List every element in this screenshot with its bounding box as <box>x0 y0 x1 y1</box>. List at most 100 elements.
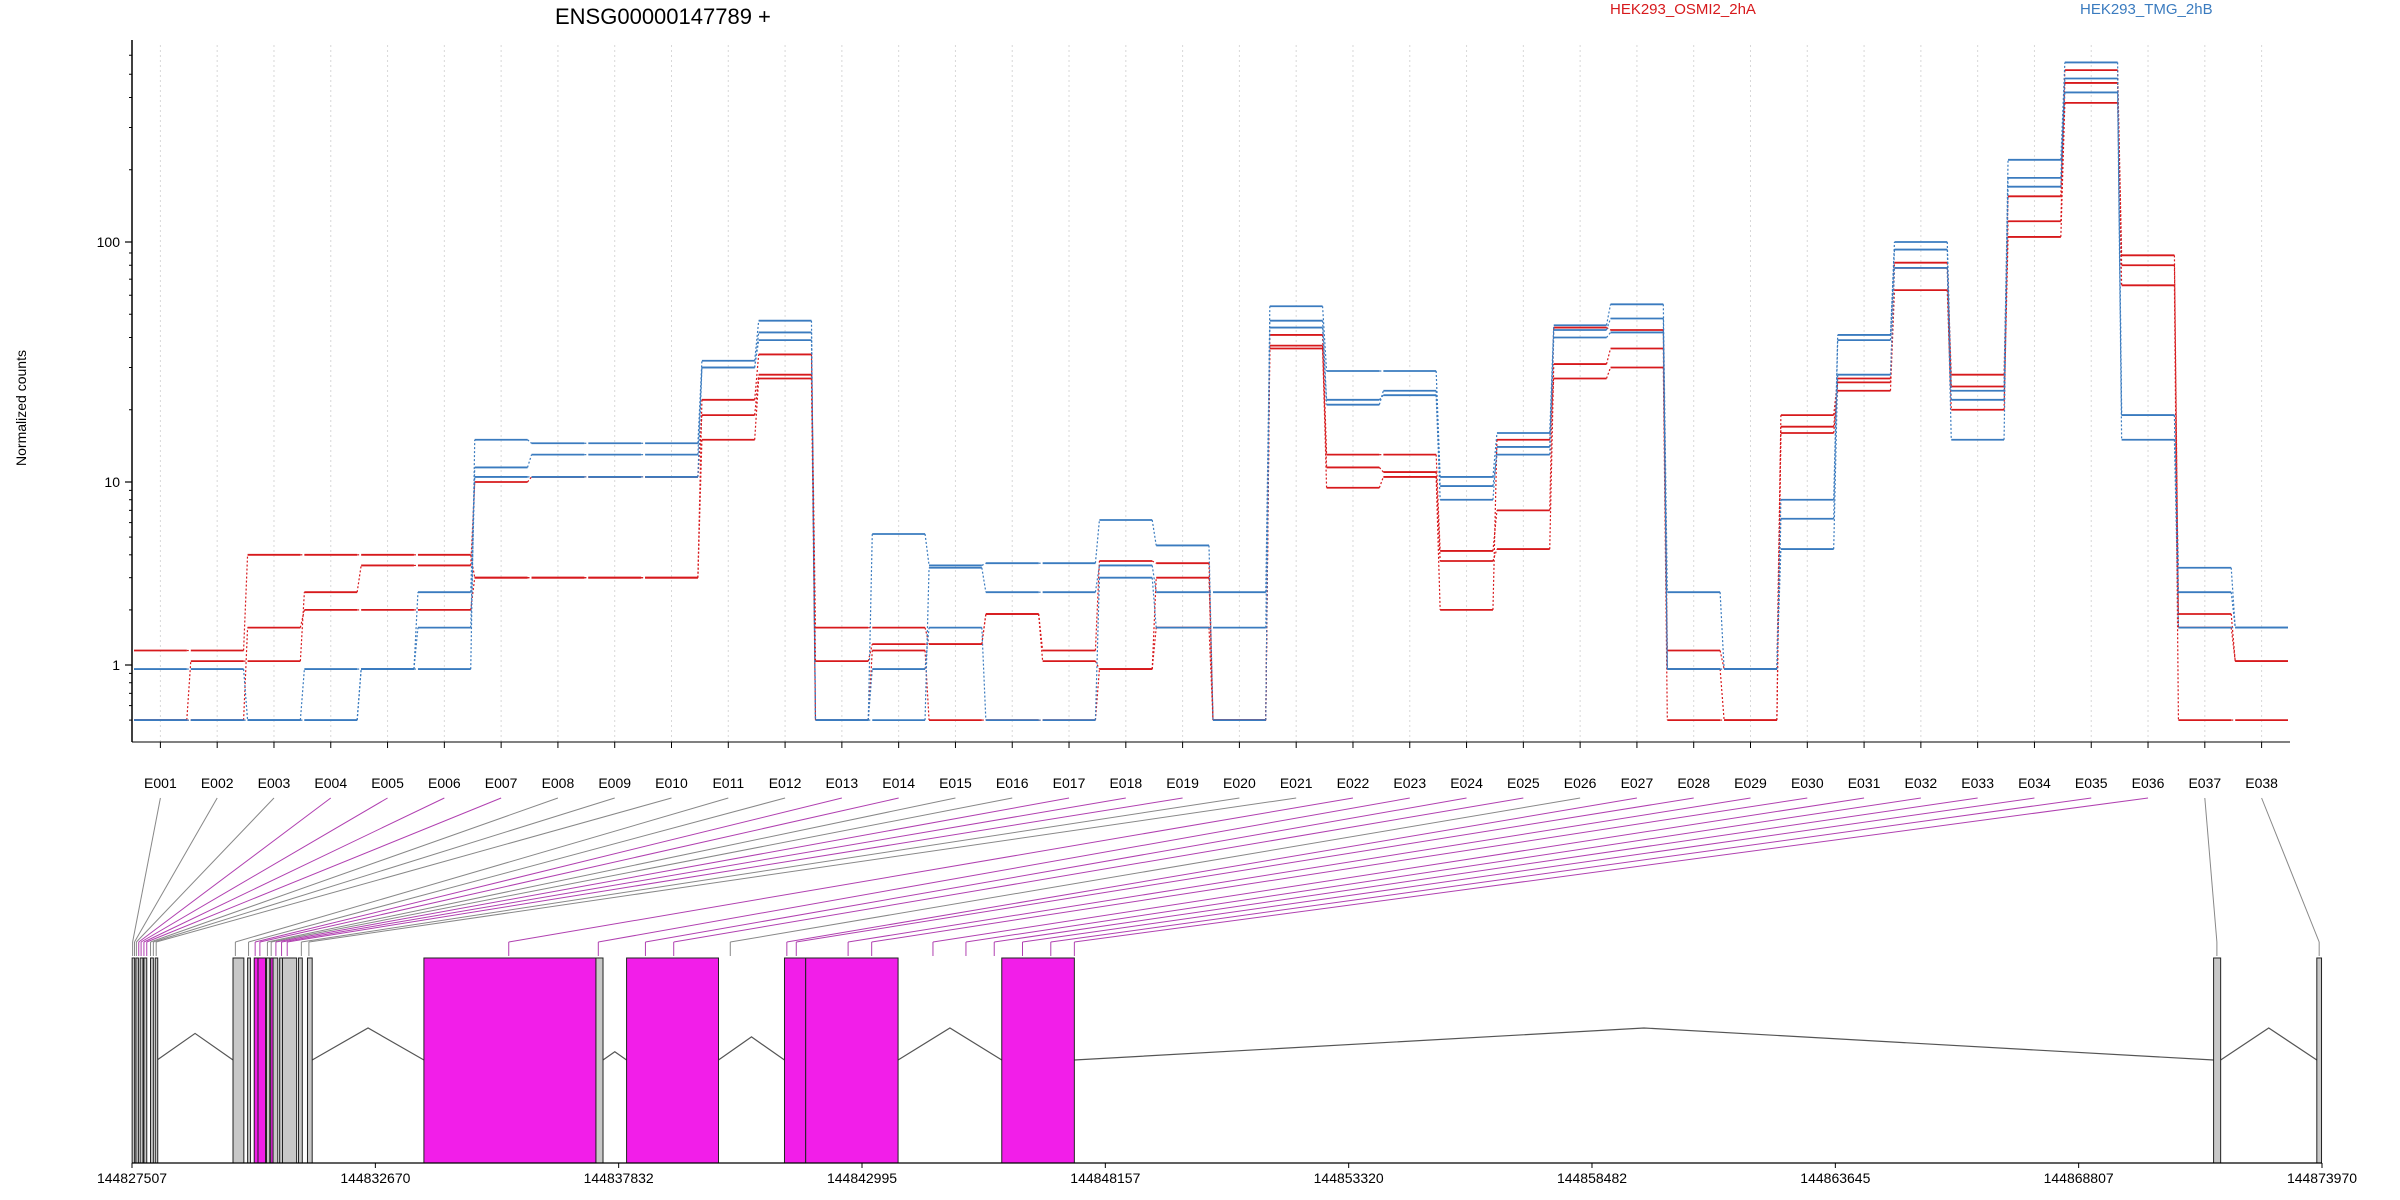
exon-connector <box>153 797 615 943</box>
series-connector <box>1719 592 1725 670</box>
intron <box>718 1036 785 1061</box>
exon-connector <box>308 797 1297 943</box>
exon-bin-label: E001 <box>144 775 177 791</box>
exon <box>247 957 251 1164</box>
series-connector <box>754 340 760 368</box>
series-connector <box>1321 327 1328 405</box>
intron <box>602 1051 627 1061</box>
series-connector <box>810 378 817 721</box>
series-connector <box>810 340 817 721</box>
exon-bin-label: E019 <box>1166 775 1199 791</box>
exon-connector <box>275 797 1070 943</box>
exon-connector <box>143 797 445 943</box>
exon-bin-label: E022 <box>1337 775 1370 791</box>
exon-bin-label: E030 <box>1791 775 1824 791</box>
y-tick-label: 1 <box>112 657 120 673</box>
exon-connector <box>259 797 899 943</box>
series-connector <box>754 320 760 361</box>
series-connector <box>242 669 249 721</box>
series-connector <box>2173 285 2180 721</box>
series-connector <box>867 644 873 662</box>
legend-label-osmi2[interactable]: HEK293_OSMI2_2hA <box>1610 1 1756 18</box>
series-connector <box>1208 627 1214 721</box>
series-connector <box>299 669 305 721</box>
exon-connector <box>267 797 956 943</box>
exon-bin-label: E038 <box>2245 775 2278 791</box>
series-connector <box>186 661 192 721</box>
series-connector <box>1435 454 1441 551</box>
coord-tick-label: 144863645 <box>1800 1170 1870 1186</box>
series-connector <box>1321 306 1328 372</box>
exon-bin-label: E018 <box>1109 775 1142 791</box>
exon-connector <box>248 797 786 943</box>
series-connector <box>924 533 930 566</box>
exon-bin-label: E006 <box>428 775 461 791</box>
exon-highlighted <box>1001 957 1075 1164</box>
exon-bin-label: E037 <box>2188 775 2221 791</box>
series-connector <box>2230 592 2236 628</box>
exon-connector <box>871 797 1808 943</box>
coord-tick-label: 144853320 <box>1314 1170 1384 1186</box>
exon-connector <box>136 797 275 943</box>
coord-tick-label: 144837832 <box>584 1170 654 1186</box>
series-connector <box>2173 439 2180 628</box>
exon-bin-label: E034 <box>2018 775 2051 791</box>
series-connector <box>1151 627 1157 670</box>
exon-connector <box>508 797 1354 943</box>
exon-bin-label: E028 <box>1677 775 1710 791</box>
exon-connector <box>287 797 1183 943</box>
series-connector <box>1094 519 1101 564</box>
series-connector <box>1151 519 1157 546</box>
series-connector <box>1492 439 1498 610</box>
exon-connector <box>134 797 218 943</box>
series-connector <box>413 592 419 670</box>
exon-connector <box>2204 797 2218 943</box>
exon-highlighted <box>257 957 267 1164</box>
intron <box>2220 1027 2318 1061</box>
exon-connector <box>994 797 1978 943</box>
exon-bin-labels: E001 E002 E003 E004 E005 E006 E007 E008 E009 E010… <box>144 742 2278 791</box>
exon-connector <box>1074 797 2149 943</box>
exon-bin-label: E003 <box>258 775 291 791</box>
series-connector <box>1151 577 1157 670</box>
exon-connector <box>932 797 1865 943</box>
exon-bin-label: E013 <box>826 775 859 791</box>
series-connector <box>413 627 419 670</box>
exon <box>143 957 148 1164</box>
series-connector <box>356 669 362 721</box>
series-connector <box>1606 332 1611 338</box>
exon-bin-label: E020 <box>1223 775 1256 791</box>
exon-connector <box>281 797 1126 943</box>
series-connector <box>1889 267 1896 375</box>
exon-connector <box>786 797 1638 943</box>
exon <box>298 957 303 1164</box>
series-connector <box>754 354 760 400</box>
exon-bin-label: E017 <box>1053 775 1086 791</box>
series-connector <box>1492 432 1498 477</box>
legend-label-tmg[interactable]: HEK293_TMG_2hB <box>2080 1 2213 18</box>
series-connector <box>1094 565 1101 593</box>
exon-bin-label: E024 <box>1450 775 1483 791</box>
exon-connector <box>1050 797 2092 943</box>
y-tick-label: 10 <box>104 474 120 490</box>
coord-tick-label: 144873970 <box>2287 1170 2357 1186</box>
exon-bin-label: E025 <box>1507 775 1540 791</box>
series-connector <box>754 374 760 416</box>
coord-tick-label: 144858482 <box>1557 1170 1627 1186</box>
intron <box>156 1032 234 1061</box>
series-lines <box>134 61 2288 721</box>
series-connector <box>1833 390 1839 434</box>
series-connector <box>1378 394 1384 401</box>
exon <box>139 957 144 1164</box>
exon-connector <box>730 797 1581 943</box>
exon <box>2213 957 2222 1164</box>
series-connector <box>2117 92 2123 440</box>
exon <box>150 957 154 1164</box>
series-connector <box>1605 367 1612 379</box>
intron <box>1074 1027 2214 1061</box>
coord-tick-label: 144832670 <box>340 1170 410 1186</box>
series-connector <box>1378 476 1384 488</box>
series-connector <box>1889 249 1896 341</box>
series-connector <box>1776 549 1782 670</box>
series-connector <box>299 609 305 628</box>
